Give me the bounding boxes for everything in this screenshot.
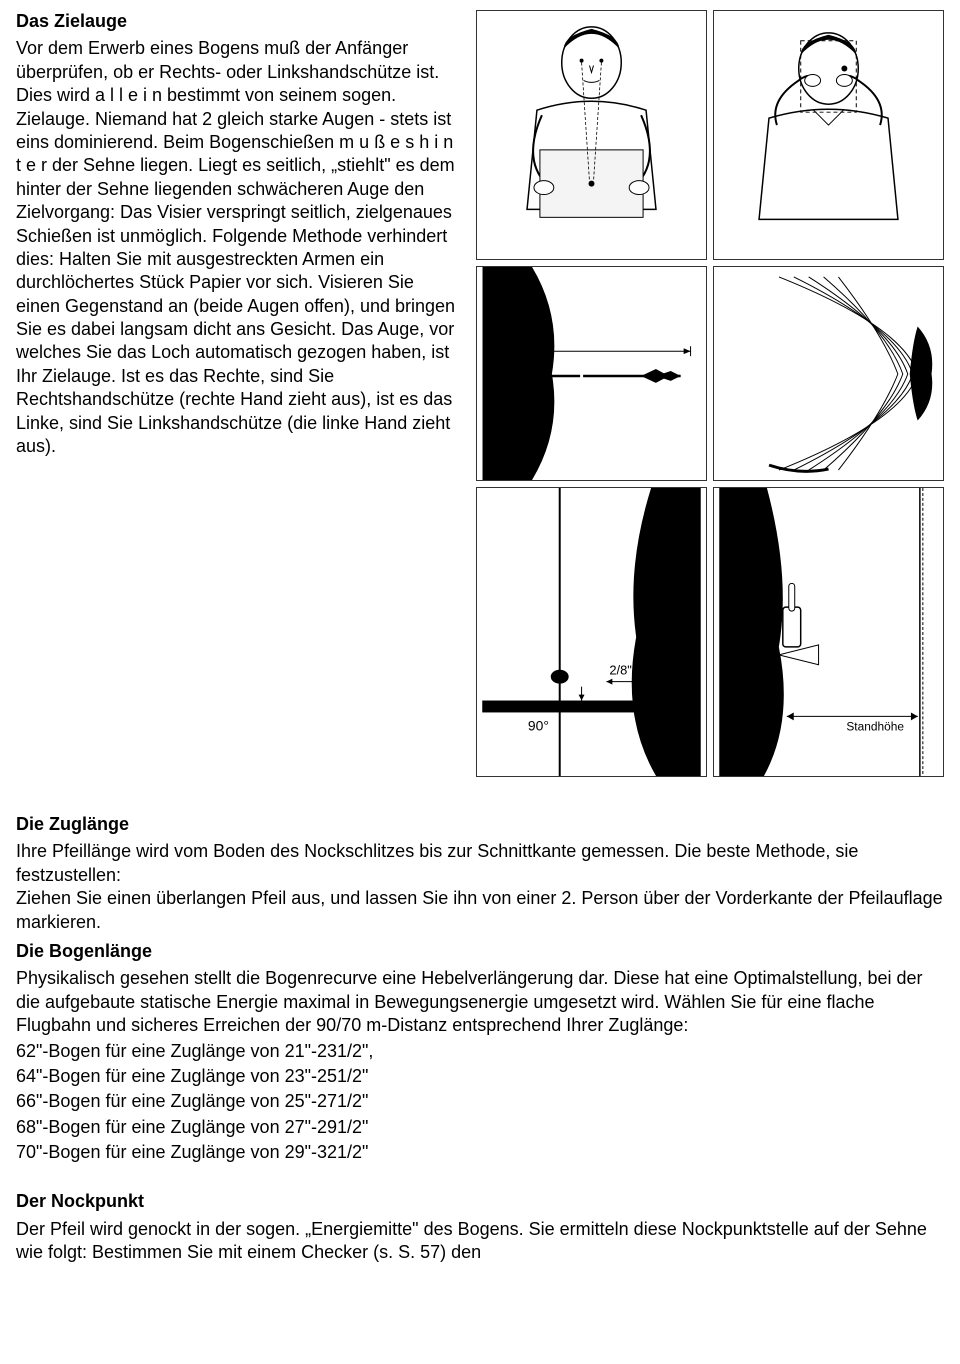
heading-zuglaenge: Die Zuglänge [16, 813, 944, 836]
bow-item-4: 70"-Bogen für eine Zuglänge von 29"-321/… [16, 1141, 944, 1164]
figure-archer-paper-close [713, 10, 944, 260]
figure-arrow-length [476, 266, 707, 481]
body-bogenlaenge: Physikalisch gesehen stellt die Bogenrec… [16, 967, 944, 1037]
figure-archer-paper-far [476, 10, 707, 260]
figure-nock-point: 90° 2/8" [476, 487, 707, 777]
bow-item-2: 66"-Bogen für eine Zuglänge von 25"-271/… [16, 1090, 944, 1113]
body-zuglaenge: Ihre Pfeillänge wird vom Boden des Nocks… [16, 840, 944, 934]
heading-bogenlaenge: Die Bogenlänge [16, 940, 944, 963]
heading-zielauge: Das Zielauge [16, 10, 456, 33]
label-90deg: 90° [528, 717, 549, 733]
bow-item-0: 62"-Bogen für eine Zuglänge von 21"-231/… [16, 1040, 944, 1063]
body-nockpunkt: Der Pfeil wird genockt in der sogen. „En… [16, 1218, 944, 1265]
figure-brace-height: Standhöhe [713, 487, 944, 777]
figure-limb-flex-profile [713, 266, 944, 481]
body-zielauge: Vor dem Erwerb eines Bogens muß der Anfä… [16, 37, 456, 458]
bow-item-1: 64"-Bogen für eine Zuglänge von 23"-251/… [16, 1065, 944, 1088]
label-standhoehe: Standhöhe [846, 719, 904, 733]
illustration-grid: 90° 2/8" [476, 10, 944, 777]
label-2-8: 2/8" [609, 663, 632, 678]
bow-length-list: 62"-Bogen für eine Zuglänge von 21"-231/… [16, 1040, 944, 1165]
bow-item-3: 68"-Bogen für eine Zuglänge von 27"-291/… [16, 1116, 944, 1139]
heading-nockpunkt: Der Nockpunkt [16, 1190, 944, 1213]
